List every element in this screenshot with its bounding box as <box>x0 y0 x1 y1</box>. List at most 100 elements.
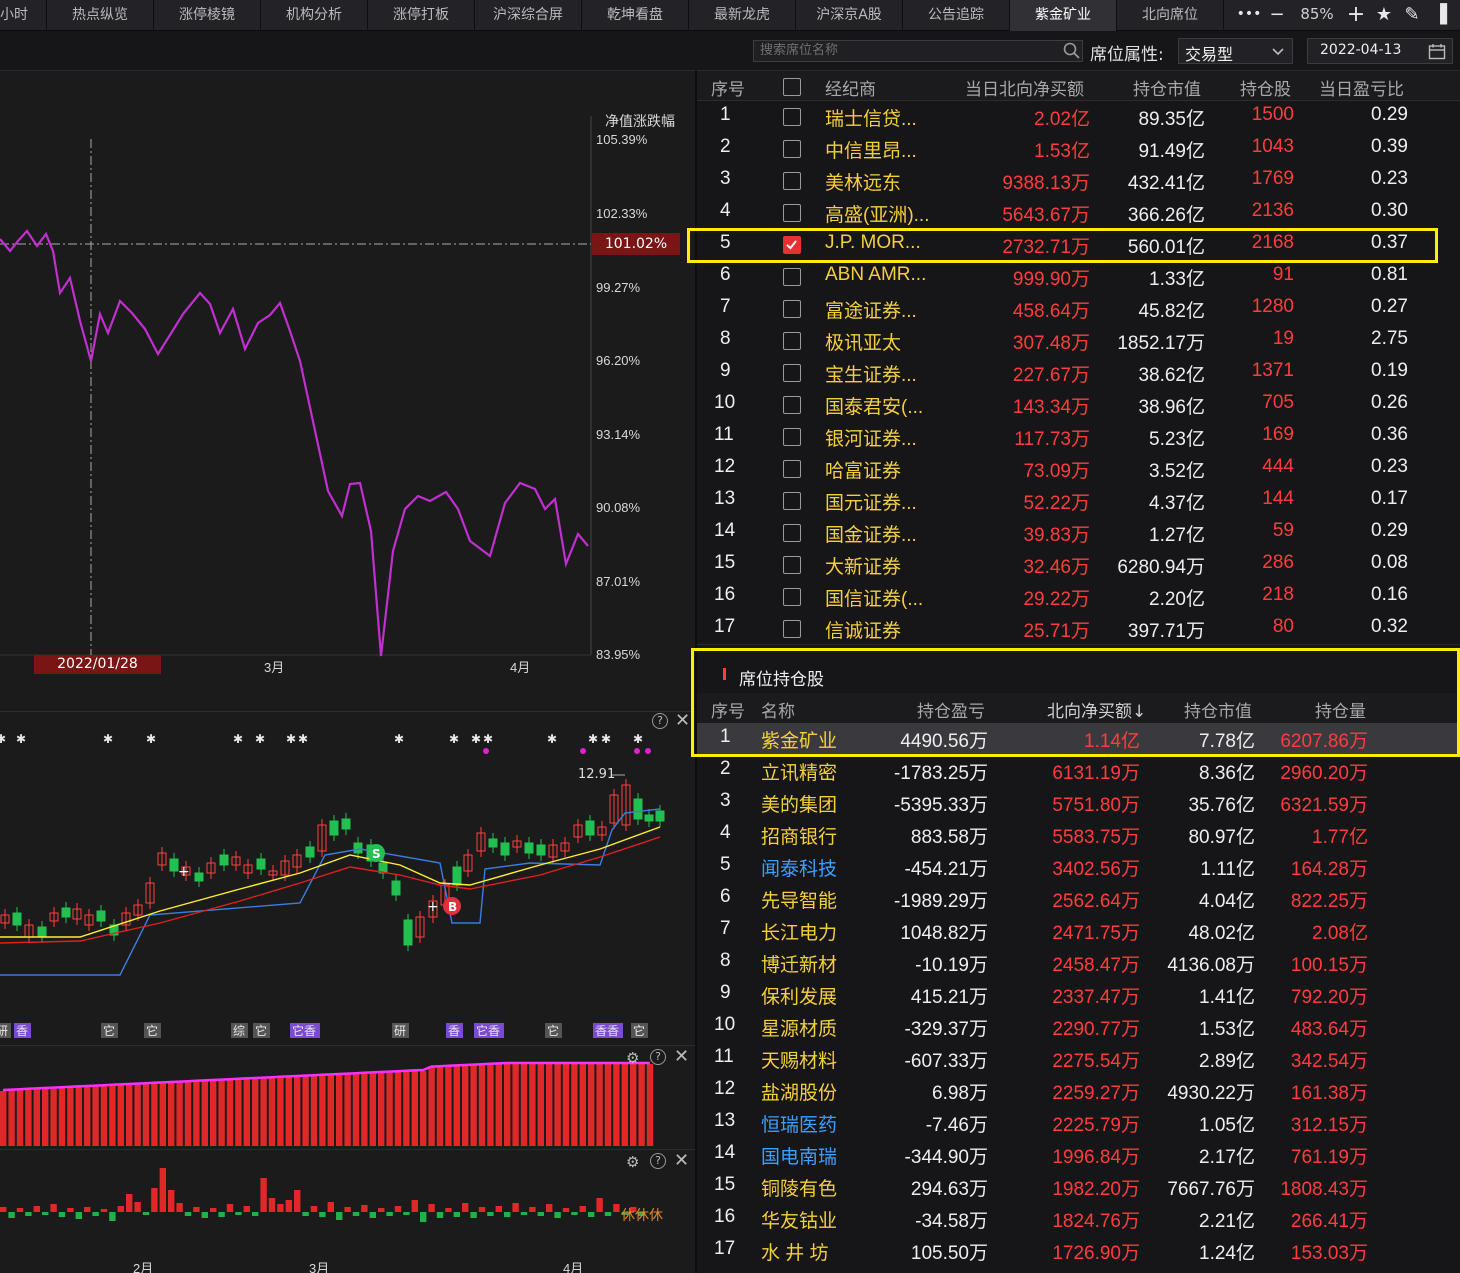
broker-row[interactable]: 16 国信证券(... 29.22万 2.20亿 218 0.16 <box>697 581 1460 613</box>
row-checkbox[interactable] <box>783 492 801 510</box>
col-net-buy[interactable]: 当日北向净买额 <box>965 80 1084 100</box>
holding-row[interactable]: 15 铜陵有色 294.63万 1982.20万 7667.76万 1808.43万 <box>697 1171 1460 1203</box>
holding-row[interactable]: 6 先导智能 -1989.29万 2562.64万 4.04亿 822.25万 <box>697 883 1460 915</box>
broker-name[interactable]: 国泰君安(... <box>825 397 924 418</box>
col-net-buy-sorted[interactable]: 北向净买额↓ <box>1047 702 1147 722</box>
stock-name[interactable]: 先导智能 <box>761 891 838 912</box>
tag-badge[interactable] <box>231 1023 248 1038</box>
tab-9[interactable]: 公告追踪 <box>903 0 1010 31</box>
stock-name[interactable]: 水 井 坊 <box>761 1243 829 1264</box>
star-marker[interactable]: ✱ <box>146 732 156 746</box>
broker-row[interactable]: 3 美林远东 9388.13万 432.41亿 1769 0.23 <box>697 165 1460 197</box>
sell-signal-icon[interactable] <box>367 844 385 862</box>
broker-name[interactable]: 国信证券(... <box>825 589 924 610</box>
broker-name[interactable]: 美林远东 <box>825 173 902 194</box>
broker-name[interactable]: 哈富证券 <box>825 461 902 482</box>
col-quantity[interactable]: 持仓量 <box>1315 702 1366 722</box>
broker-name[interactable]: 银河证券... <box>825 429 917 450</box>
holding-row[interactable]: 5 闻泰科技 -454.21万 3402.56万 1.11亿 164.28万 <box>697 851 1460 883</box>
date-picker[interactable]: 2022-04-13 <box>1307 38 1453 64</box>
stock-name[interactable]: 闻泰科技 <box>761 859 838 880</box>
broker-row[interactable]: 7 富途证券... 458.64万 45.82亿 1280 0.27 <box>697 293 1460 325</box>
holding-row[interactable]: 17 水 井 坊 105.50万 1726.90万 1.24亿 153.03万 <box>697 1235 1460 1267</box>
holding-row[interactable]: 7 长江电力 1048.82万 2471.75万 48.02亿 2.08亿 <box>697 915 1460 947</box>
broker-row[interactable]: 10 国泰君安(... 143.34万 38.96亿 705 0.26 <box>697 389 1460 421</box>
stock-name[interactable]: 长江电力 <box>761 923 838 944</box>
broker-name[interactable]: 宝生证券... <box>825 365 917 386</box>
star-marker[interactable]: ✱ <box>471 732 481 746</box>
holding-row[interactable]: 11 天赐材料 -607.33万 2275.54万 2.89亿 342.54万 <box>697 1043 1460 1075</box>
star-marker[interactable]: ✱ <box>0 732 6 746</box>
holding-row[interactable]: 9 保利发展 415.21万 2337.47万 1.41亿 792.20万 <box>697 979 1460 1011</box>
broker-name[interactable]: 信诚证券 <box>825 621 902 642</box>
buy-signal-icon[interactable] <box>443 897 461 915</box>
star-marker[interactable]: ✱ <box>233 732 243 746</box>
col-pnl[interactable]: 持仓盈亏 <box>917 702 985 722</box>
stock-name[interactable]: 立讯精密 <box>761 763 838 784</box>
event-dot[interactable] <box>645 748 651 754</box>
row-checkbox[interactable] <box>783 524 801 542</box>
broker-name[interactable]: 瑞士信贷... <box>825 109 917 130</box>
tab-0[interactable]: 小时 <box>0 0 47 31</box>
tab-7[interactable]: 最新龙虎 <box>689 0 796 31</box>
plus-icon[interactable]: + <box>1346 2 1366 27</box>
broker-row[interactable]: 14 国金证券... 39.83万 1.27亿 59 0.29 <box>697 517 1460 549</box>
select-all-checkbox[interactable] <box>783 78 801 96</box>
tab-1[interactable]: 热点纵览 <box>47 0 154 31</box>
event-dot[interactable] <box>483 748 489 754</box>
star-marker[interactable]: ✱ <box>16 732 26 746</box>
tab-3[interactable]: 机构分析 <box>261 0 368 31</box>
broker-name[interactable]: 高盛(亚洲)... <box>825 205 930 226</box>
broker-row[interactable]: 6 ABN AMR... 999.90万 1.33亿 91 0.81 <box>697 261 1460 293</box>
broker-row[interactable]: 2 中信里昂... 1.53亿 91.49亿 1043 0.39 <box>697 133 1460 165</box>
stock-name[interactable]: 铜陵有色 <box>761 1179 838 1200</box>
holding-row[interactable]: 4 招商银行 883.58万 5583.75万 80.97亿 1.77亿 <box>697 819 1460 851</box>
close-icon[interactable]: ✕ <box>674 1150 690 1171</box>
tab-2[interactable]: 涨停棱镜 <box>154 0 261 31</box>
broker-name[interactable]: J.P. MOR... <box>825 232 921 253</box>
holding-row[interactable]: 3 美的集团 -5395.33万 5751.80万 35.76亿 6321.59万 <box>697 787 1460 819</box>
tag-badge[interactable] <box>144 1023 161 1038</box>
row-checkbox[interactable] <box>783 620 801 638</box>
tab-10[interactable]: 紫金矿业 <box>1010 0 1117 31</box>
stock-name[interactable]: 美的集团 <box>761 795 838 816</box>
star-marker[interactable]: ✱ <box>547 732 557 746</box>
star-marker[interactable]: ✱ <box>286 732 296 746</box>
tag-badge[interactable] <box>474 1023 504 1038</box>
row-checkbox[interactable] <box>783 140 801 158</box>
net-buy-bar-chart[interactable] <box>0 1150 695 1273</box>
row-checkbox[interactable] <box>783 588 801 606</box>
holding-row[interactable]: 13 恒瑞医药 -7.46万 2225.79万 1.05亿 312.15万 <box>697 1107 1460 1139</box>
broker-name[interactable]: 国元证券... <box>825 493 917 514</box>
holding-row[interactable]: 8 博迁新材 -10.19万 2458.47万 4136.08万 100.15万 <box>697 947 1460 979</box>
tab-8[interactable]: 沪深京A股 <box>796 0 903 31</box>
col-market-value[interactable]: 持仓市值 <box>1184 702 1252 722</box>
col-market-value[interactable]: 持仓市值 <box>1133 80 1201 100</box>
broker-row[interactable]: 15 大新证券 32.46万 6280.94万 286 0.08 <box>697 549 1460 581</box>
minus-icon[interactable]: − <box>1269 4 1285 25</box>
help-icon[interactable]: ? <box>652 713 668 729</box>
attr-select[interactable]: 交易型 <box>1178 38 1293 64</box>
tag-badge[interactable] <box>392 1023 409 1038</box>
star-marker[interactable]: ✱ <box>601 732 611 746</box>
settings-icon[interactable]: ⚙ <box>626 1153 640 1171</box>
broker-row[interactable]: 1 瑞士信贷... 2.02亿 89.35亿 1500 0.29 <box>697 101 1460 133</box>
col-name[interactable]: 名称 <box>761 702 795 722</box>
tag-badge[interactable] <box>290 1023 320 1038</box>
tag-badge[interactable] <box>593 1023 623 1038</box>
col-broker[interactable]: 经纪商 <box>825 80 876 100</box>
broker-row[interactable]: 8 极讯亚太 307.48万 1852.17万 19 2.75 <box>697 325 1460 357</box>
star-marker[interactable]: ✱ <box>255 732 265 746</box>
tab-4[interactable]: 涨停打板 <box>368 0 475 31</box>
event-dot[interactable] <box>580 748 586 754</box>
broker-row[interactable]: 5 J.P. MOR... 2732.71万 560.01亿 2168 0.37 <box>697 229 1460 261</box>
more-icon[interactable]: ••• <box>1236 6 1262 22</box>
broker-row[interactable]: 17 信诚证券 25.71万 397.71万 80 0.32 <box>697 613 1460 645</box>
tab-11[interactable]: 北向席位 <box>1117 0 1224 31</box>
tag-badge[interactable] <box>631 1023 648 1038</box>
stock-name[interactable]: 保利发展 <box>761 987 838 1008</box>
row-checkbox[interactable] <box>783 556 801 574</box>
star-marker[interactable]: ✱ <box>633 732 643 746</box>
stock-name[interactable]: 国电南瑞 <box>761 1147 838 1168</box>
broker-row[interactable]: 12 哈富证券 73.09万 3.52亿 444 0.23 <box>697 453 1460 485</box>
